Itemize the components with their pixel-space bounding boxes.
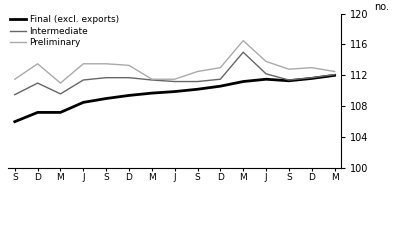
Final (excl. exports) — [58, 111, 63, 114]
Intermediate — [309, 76, 314, 79]
Final (excl. exports) — [264, 78, 268, 81]
Preliminary — [241, 39, 246, 42]
Legend: Final (excl. exports), Intermediate, Preliminary: Final (excl. exports), Intermediate, Pre… — [10, 15, 119, 47]
Final (excl. exports) — [12, 120, 17, 123]
Final (excl. exports) — [195, 88, 200, 91]
Preliminary — [12, 78, 17, 81]
Final (excl. exports) — [287, 79, 291, 82]
Line: Final (excl. exports): Final (excl. exports) — [15, 75, 335, 122]
Final (excl. exports) — [172, 90, 177, 93]
Preliminary — [149, 78, 154, 81]
Intermediate — [241, 51, 246, 54]
Intermediate — [127, 76, 131, 79]
Intermediate — [264, 72, 268, 75]
Final (excl. exports) — [149, 92, 154, 94]
Final (excl. exports) — [127, 94, 131, 97]
Intermediate — [287, 79, 291, 81]
Line: Preliminary: Preliminary — [15, 41, 335, 83]
Preliminary — [127, 64, 131, 67]
Intermediate — [58, 93, 63, 95]
Preliminary — [218, 66, 223, 69]
Preliminary — [195, 70, 200, 73]
Preliminary — [172, 78, 177, 81]
Preliminary — [35, 62, 40, 65]
Final (excl. exports) — [81, 101, 86, 104]
Preliminary — [287, 68, 291, 71]
Y-axis label: no.: no. — [374, 2, 389, 12]
Final (excl. exports) — [309, 77, 314, 80]
Final (excl. exports) — [35, 111, 40, 114]
Preliminary — [104, 62, 108, 65]
Preliminary — [81, 62, 86, 65]
Intermediate — [35, 82, 40, 84]
Intermediate — [104, 76, 108, 79]
Final (excl. exports) — [241, 80, 246, 83]
Intermediate — [218, 78, 223, 81]
Line: Intermediate: Intermediate — [15, 52, 335, 95]
Intermediate — [172, 80, 177, 83]
Preliminary — [332, 70, 337, 73]
Final (excl. exports) — [332, 74, 337, 77]
Intermediate — [149, 79, 154, 81]
Preliminary — [309, 66, 314, 69]
Intermediate — [332, 73, 337, 76]
Final (excl. exports) — [218, 85, 223, 88]
Preliminary — [58, 82, 63, 84]
Intermediate — [195, 80, 200, 83]
Final (excl. exports) — [104, 97, 108, 100]
Intermediate — [81, 79, 86, 81]
Intermediate — [12, 93, 17, 96]
Preliminary — [264, 60, 268, 63]
